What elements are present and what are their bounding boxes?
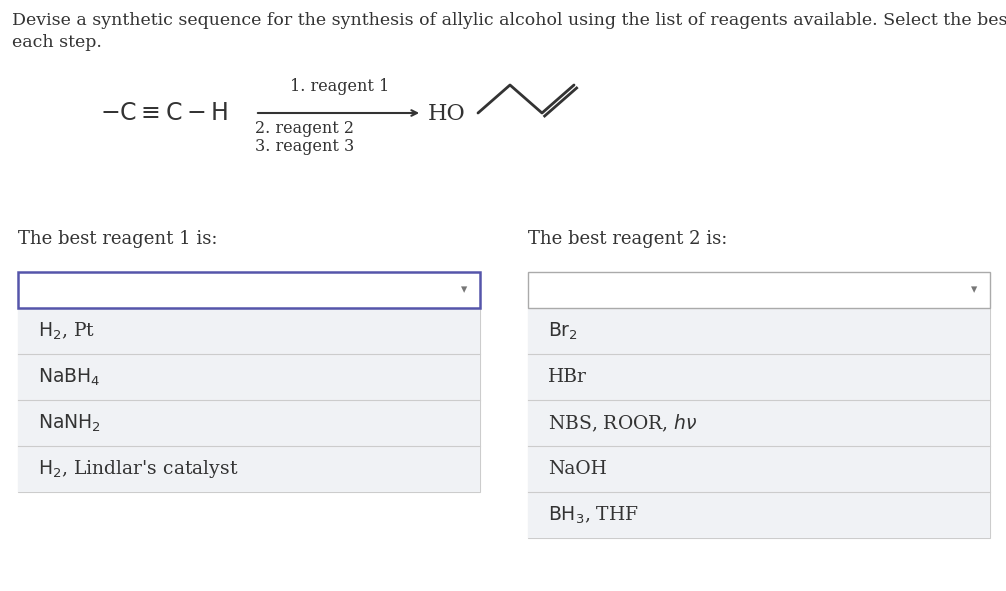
Text: 1. reagent 1: 1. reagent 1 <box>290 78 389 95</box>
Text: HBr: HBr <box>548 368 586 386</box>
Text: $\mathrm{H_2}$, Pt: $\mathrm{H_2}$, Pt <box>38 320 96 342</box>
Bar <box>18 308 480 354</box>
Text: each step.: each step. <box>12 34 102 51</box>
Text: $\mathrm{BH_3}$, THF: $\mathrm{BH_3}$, THF <box>548 504 639 525</box>
Bar <box>18 400 480 446</box>
Text: $\mathrm{H_2}$, Lindlar's catalyst: $\mathrm{H_2}$, Lindlar's catalyst <box>38 458 238 480</box>
Bar <box>528 400 990 446</box>
Text: $\mathrm{Br_2}$: $\mathrm{Br_2}$ <box>548 320 577 342</box>
Bar <box>528 272 990 308</box>
Bar <box>18 308 480 492</box>
Text: $-\mathrm{C{\equiv}C}-\mathrm{H}$: $-\mathrm{C{\equiv}C}-\mathrm{H}$ <box>100 102 228 125</box>
Text: ▾: ▾ <box>461 284 467 297</box>
Text: $\mathrm{NaNH_2}$: $\mathrm{NaNH_2}$ <box>38 413 101 434</box>
Text: The best reagent 1 is:: The best reagent 1 is: <box>18 230 217 248</box>
Text: 2. reagent 2: 2. reagent 2 <box>255 120 354 137</box>
Bar <box>528 446 990 492</box>
Bar <box>528 354 990 400</box>
Bar <box>528 492 990 538</box>
Text: NaOH: NaOH <box>548 460 607 478</box>
Text: $\mathrm{NaBH_4}$: $\mathrm{NaBH_4}$ <box>38 366 101 388</box>
Bar <box>18 354 480 400</box>
Text: HO: HO <box>428 103 466 125</box>
Bar <box>528 308 990 354</box>
Text: 3. reagent 3: 3. reagent 3 <box>255 138 354 155</box>
Bar <box>18 272 480 308</box>
Text: The best reagent 2 is:: The best reagent 2 is: <box>528 230 727 248</box>
Bar <box>528 308 990 538</box>
Text: ▾: ▾ <box>971 284 977 297</box>
Text: Devise a synthetic sequence for the synthesis of allylic alcohol using the list : Devise a synthetic sequence for the synt… <box>12 12 1006 29</box>
Bar <box>18 446 480 492</box>
Text: NBS, ROOR, $h\nu$: NBS, ROOR, $h\nu$ <box>548 413 698 434</box>
